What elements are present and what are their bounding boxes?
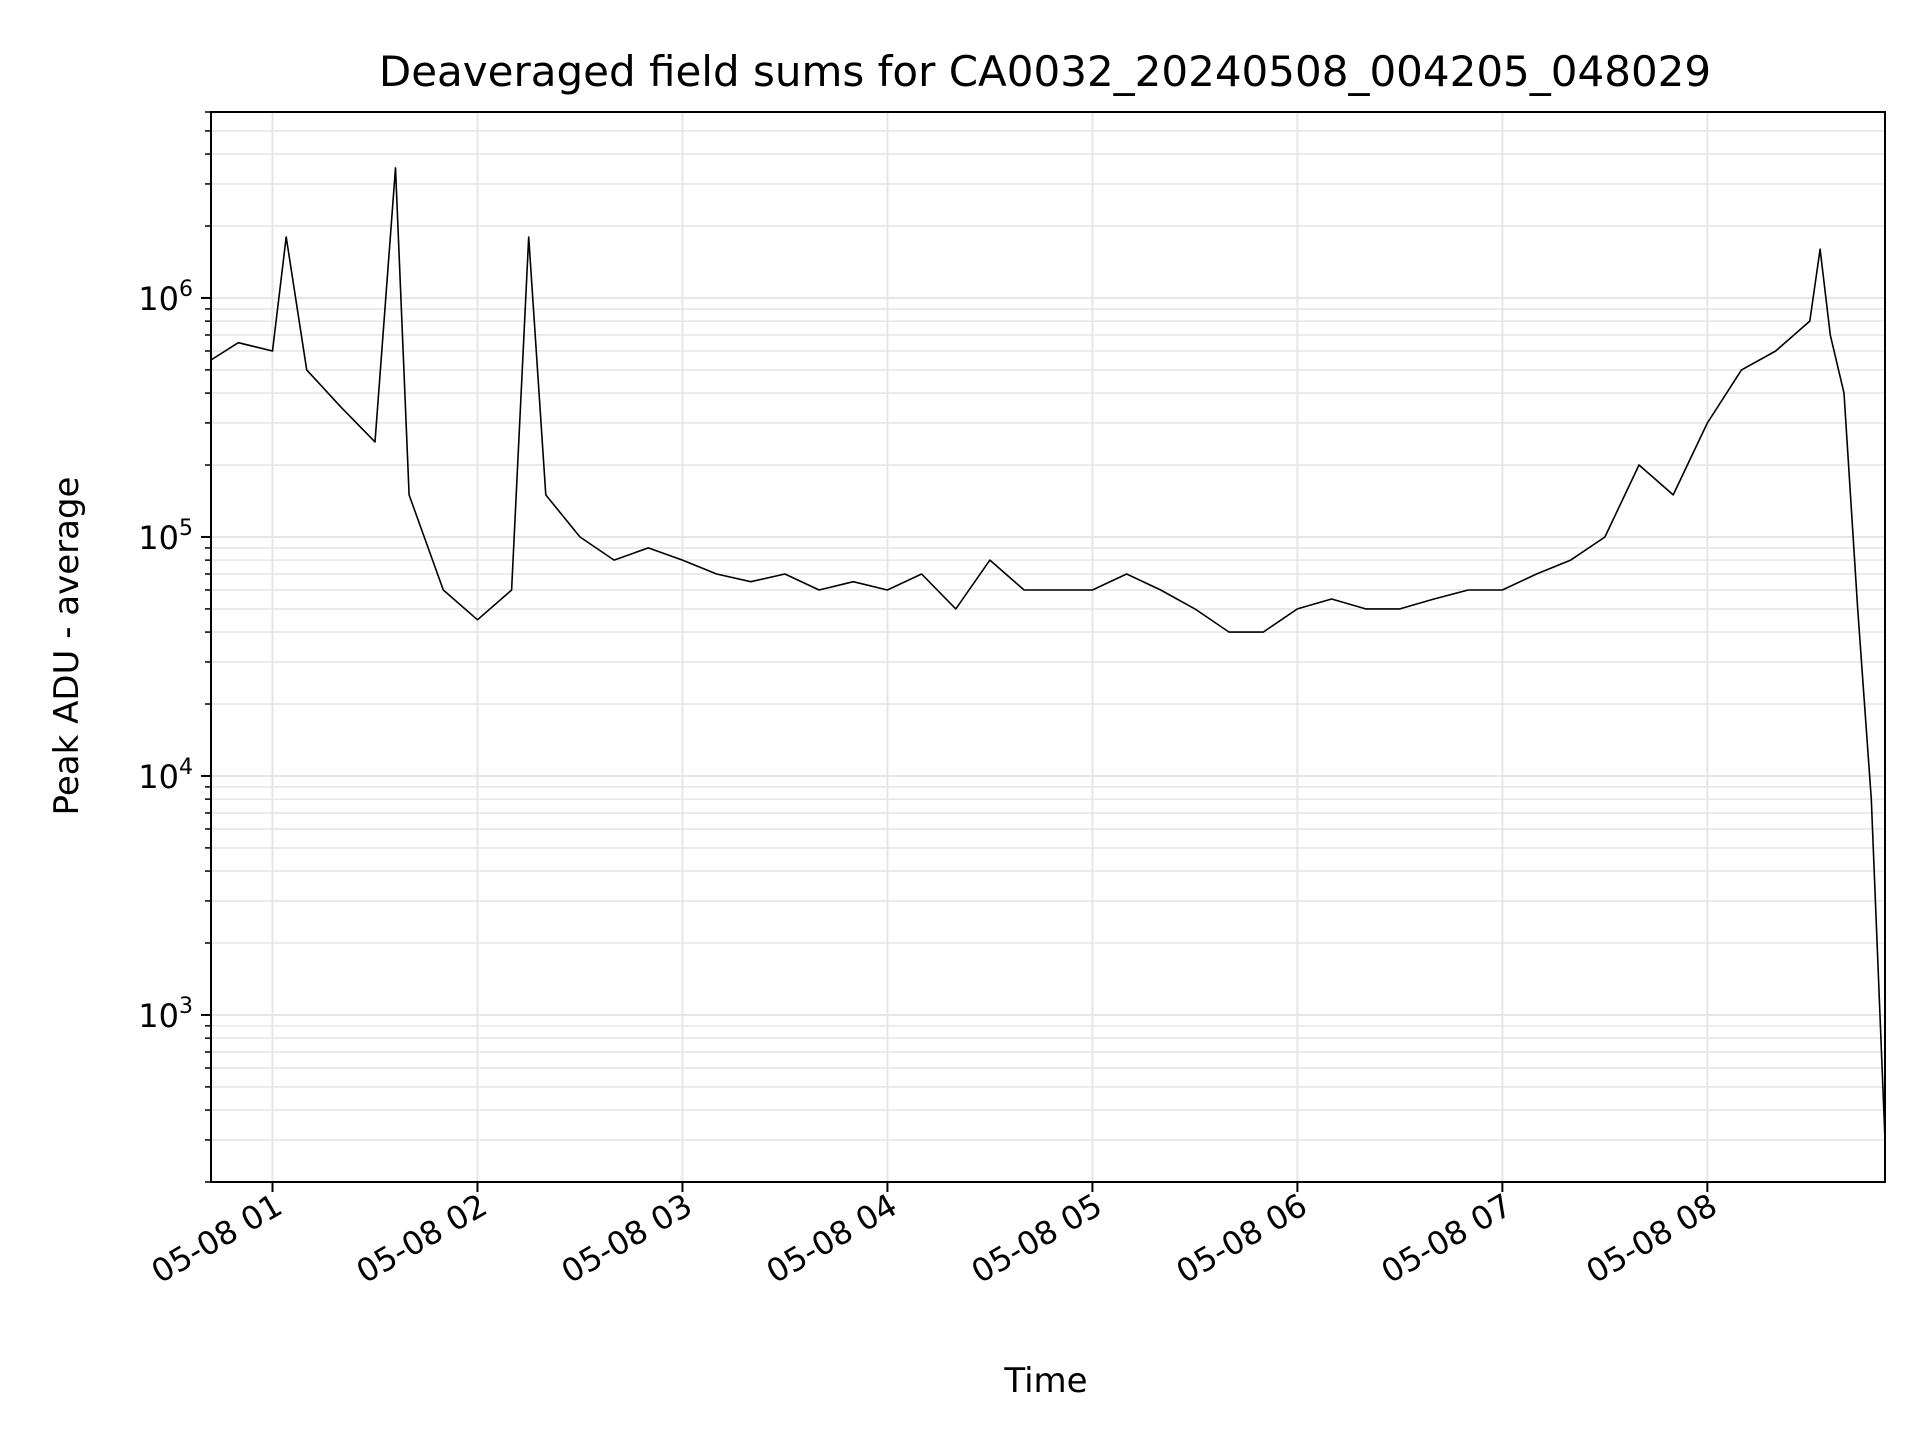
y-tick-label: 105 [138,516,193,557]
y-tick-label: 103 [138,994,193,1035]
y-tick-label: 106 [138,277,193,318]
y-tick-label: 104 [138,755,193,796]
y-axis: 103 104 105 106 [138,111,211,1183]
chart-title: Deaveraged field sums for CA0032_2024050… [379,47,1711,96]
series-layer [210,167,1886,1140]
grid [211,111,1885,1183]
series-line [210,167,1886,1140]
y-axis-label: Peak ADU - average [47,477,87,816]
x-axis-label: Time [1003,1361,1087,1401]
plot-frame [210,111,1886,1183]
